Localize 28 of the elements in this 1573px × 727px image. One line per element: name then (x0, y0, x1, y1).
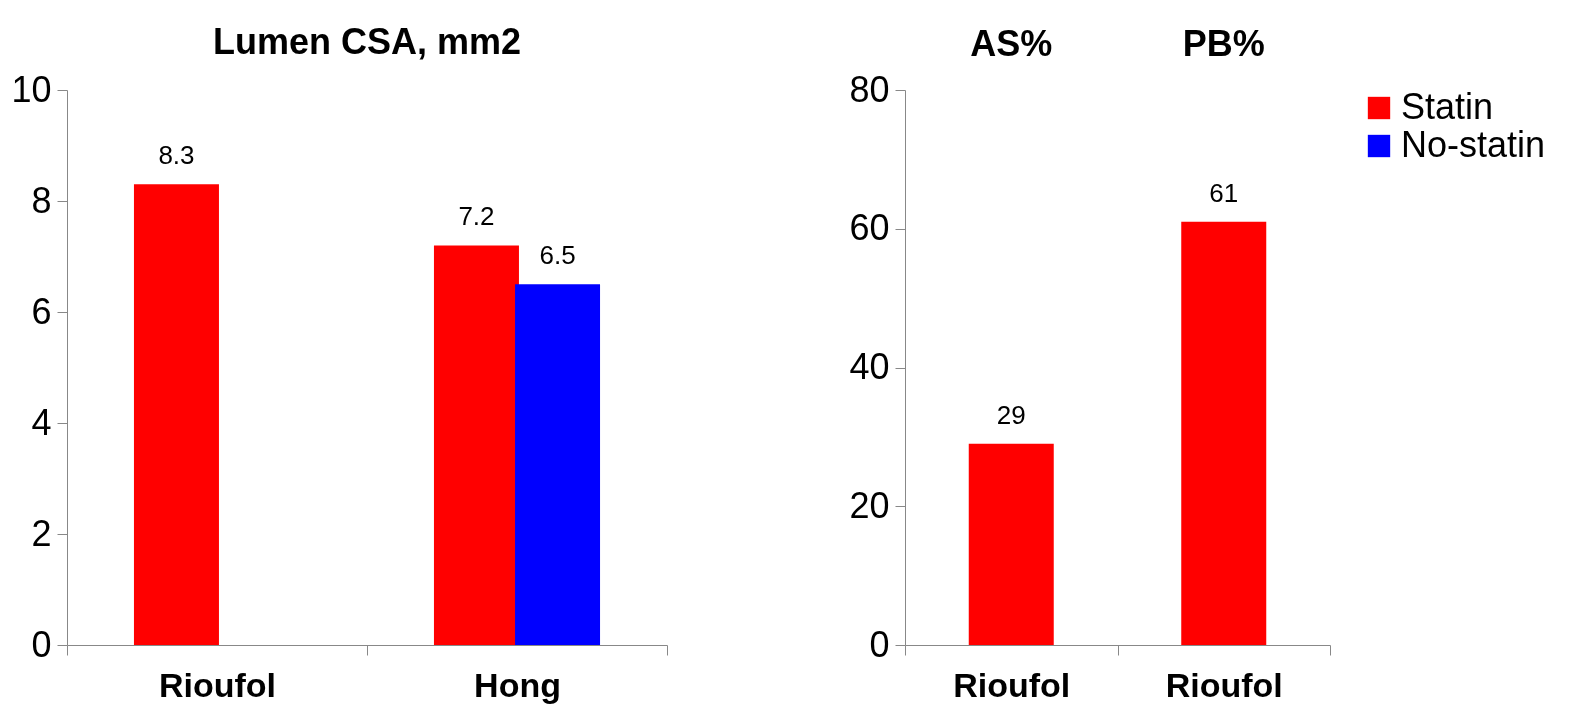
bar (133, 184, 219, 645)
legend-label: No-statin (1401, 124, 1546, 165)
data-label: 6.5 (539, 240, 576, 271)
y-tick-label: 0 (869, 623, 890, 665)
x-tick-label: Hong (474, 665, 561, 704)
data-label: 29 (996, 399, 1026, 430)
y-tick-label: 2 (31, 512, 52, 554)
y-tick-label: 40 (849, 346, 890, 387)
y-tick-label: 60 (849, 207, 890, 249)
y-tick-label: 80 (849, 68, 890, 110)
legend-label: Statin (1401, 86, 1494, 127)
x-tick-label: Rioufol (1165, 665, 1283, 704)
x-tick-label: Rioufol (158, 665, 277, 704)
text: AS% (970, 23, 1053, 64)
data-label: 7.2 (458, 201, 495, 232)
data-label: 61 (1209, 177, 1239, 208)
y-tick-label: 0 (31, 623, 52, 665)
y-tick-label: 4 (31, 401, 52, 443)
y-tick-label: 20 (849, 484, 890, 526)
y-tick-label: 6 (31, 290, 52, 332)
bar (433, 245, 519, 645)
bar (515, 284, 601, 645)
x-tick-label: Rioufol (953, 665, 1071, 704)
chart-title: Lumen CSA, mm2 (212, 21, 522, 62)
text: PB% (1182, 23, 1265, 64)
data-label: 8.3 (158, 140, 195, 171)
y-tick-label: 8 (31, 179, 52, 221)
y-tick-label: 10 (11, 68, 52, 110)
